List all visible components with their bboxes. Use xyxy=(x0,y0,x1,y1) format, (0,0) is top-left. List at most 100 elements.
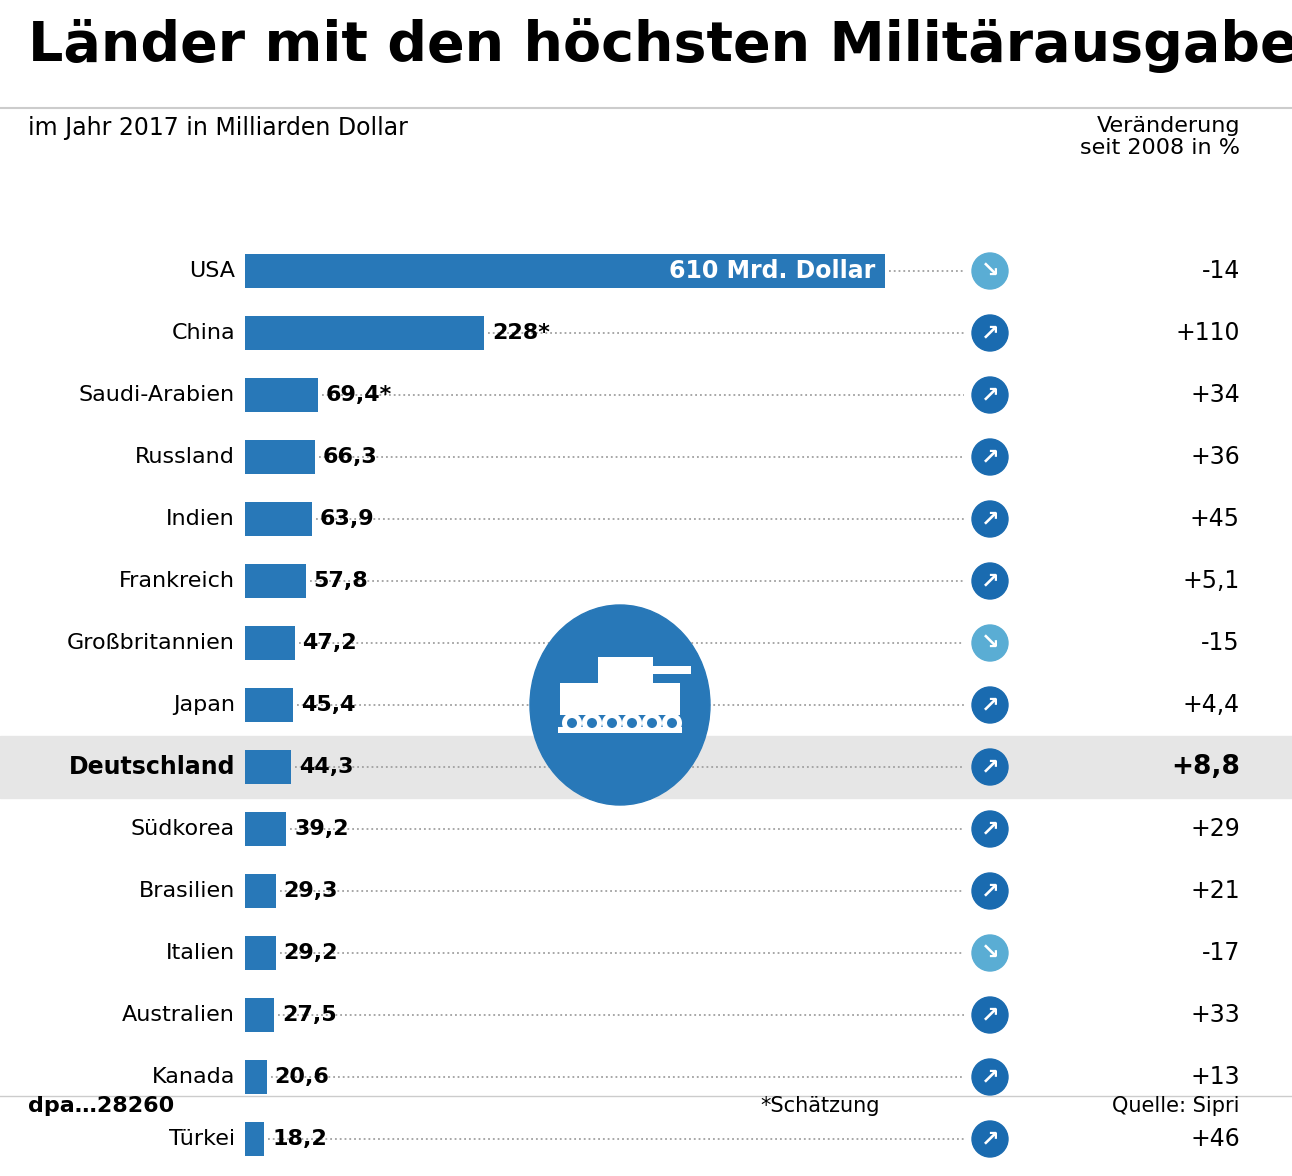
Text: Australien: Australien xyxy=(123,1005,235,1025)
Text: +29: +29 xyxy=(1190,817,1240,841)
Text: 63,9: 63,9 xyxy=(320,509,375,529)
Bar xyxy=(245,564,306,599)
Bar xyxy=(245,626,295,660)
Circle shape xyxy=(972,563,1008,599)
Text: ↗: ↗ xyxy=(981,881,999,901)
Text: +110: +110 xyxy=(1176,321,1240,345)
Bar xyxy=(597,657,652,683)
Text: ↗: ↗ xyxy=(981,1129,999,1149)
Circle shape xyxy=(972,253,1008,289)
Bar xyxy=(245,688,292,722)
Text: USA: USA xyxy=(189,261,235,281)
Circle shape xyxy=(972,439,1008,475)
Circle shape xyxy=(972,1121,1008,1157)
Text: Quelle: Sipri: Quelle: Sipri xyxy=(1112,1096,1240,1116)
Text: 29,2: 29,2 xyxy=(284,943,339,963)
Circle shape xyxy=(602,713,621,733)
Text: ↗: ↗ xyxy=(981,385,999,405)
Text: Türkei: Türkei xyxy=(169,1129,235,1149)
Text: Brasilien: Brasilien xyxy=(138,881,235,901)
Circle shape xyxy=(972,997,1008,1033)
Bar xyxy=(245,936,275,970)
Text: +13: +13 xyxy=(1190,1065,1240,1089)
Ellipse shape xyxy=(530,604,711,806)
Bar xyxy=(245,750,292,784)
Text: 57,8: 57,8 xyxy=(314,572,368,592)
Circle shape xyxy=(587,719,597,728)
Text: Veränderung: Veränderung xyxy=(1097,116,1240,136)
Circle shape xyxy=(667,719,677,728)
Text: 20,6: 20,6 xyxy=(275,1067,329,1087)
Text: Südkorea: Südkorea xyxy=(130,818,235,838)
Circle shape xyxy=(627,719,637,728)
Bar xyxy=(245,1060,266,1094)
Text: 66,3: 66,3 xyxy=(323,447,377,467)
Bar xyxy=(245,1122,264,1156)
Text: ↗: ↗ xyxy=(981,323,999,343)
Circle shape xyxy=(662,713,682,733)
Text: 45,4: 45,4 xyxy=(301,695,355,715)
Text: ↗: ↗ xyxy=(981,447,999,467)
Circle shape xyxy=(621,713,642,733)
Text: 18,2: 18,2 xyxy=(273,1129,327,1149)
Text: ↗: ↗ xyxy=(981,572,999,592)
Text: ↘: ↘ xyxy=(981,261,999,281)
Bar xyxy=(652,666,690,674)
Bar xyxy=(245,316,484,350)
Circle shape xyxy=(642,713,662,733)
Text: 39,2: 39,2 xyxy=(295,818,349,838)
Text: +5,1: +5,1 xyxy=(1182,569,1240,593)
Text: Kanada: Kanada xyxy=(151,1067,235,1087)
Circle shape xyxy=(567,719,578,728)
Text: Japan: Japan xyxy=(173,695,235,715)
Bar xyxy=(245,502,313,536)
Text: Frankreich: Frankreich xyxy=(119,572,235,592)
Text: dpa…28260: dpa…28260 xyxy=(28,1096,174,1116)
Bar xyxy=(245,440,314,474)
Bar xyxy=(559,683,680,715)
Bar xyxy=(245,377,318,412)
Text: -17: -17 xyxy=(1202,941,1240,965)
Text: im Jahr 2017 in Milliarden Dollar: im Jahr 2017 in Milliarden Dollar xyxy=(28,116,408,140)
Circle shape xyxy=(972,315,1008,350)
Bar xyxy=(558,727,682,733)
Text: ↗: ↗ xyxy=(981,509,999,529)
Text: *Schätzung: *Schätzung xyxy=(760,1096,880,1116)
Text: 610 Mrd. Dollar: 610 Mrd. Dollar xyxy=(669,259,875,283)
Circle shape xyxy=(972,687,1008,723)
Circle shape xyxy=(972,749,1008,786)
Circle shape xyxy=(562,713,581,733)
Text: 29,3: 29,3 xyxy=(284,881,339,901)
Text: ↗: ↗ xyxy=(981,1005,999,1025)
Text: 69,4*: 69,4* xyxy=(326,385,391,405)
Text: Großbritannien: Großbritannien xyxy=(67,633,235,653)
Circle shape xyxy=(972,873,1008,909)
Text: +33: +33 xyxy=(1190,1003,1240,1027)
Text: 27,5: 27,5 xyxy=(282,1005,336,1025)
Text: +46: +46 xyxy=(1190,1127,1240,1151)
Circle shape xyxy=(607,719,618,728)
Text: 228*: 228* xyxy=(492,323,550,343)
Text: -14: -14 xyxy=(1202,259,1240,283)
Circle shape xyxy=(972,1060,1008,1095)
Text: 44,3: 44,3 xyxy=(300,757,354,777)
Bar xyxy=(245,811,286,846)
Text: ↘: ↘ xyxy=(981,633,999,653)
Circle shape xyxy=(972,811,1008,847)
Text: ↗: ↗ xyxy=(981,1067,999,1087)
Text: Länder mit den höchsten Militärausgaben: Länder mit den höchsten Militärausgaben xyxy=(28,18,1292,73)
Text: ↘: ↘ xyxy=(981,943,999,963)
Circle shape xyxy=(972,624,1008,661)
Bar xyxy=(245,998,274,1033)
Text: ↗: ↗ xyxy=(981,818,999,838)
Text: +8,8: +8,8 xyxy=(1171,754,1240,780)
Text: Deutschland: Deutschland xyxy=(68,755,235,779)
Bar xyxy=(245,874,275,908)
Text: +4,4: +4,4 xyxy=(1183,693,1240,717)
Text: Italien: Italien xyxy=(165,943,235,963)
Text: 47,2: 47,2 xyxy=(302,633,357,653)
Text: +36: +36 xyxy=(1190,445,1240,469)
Text: ↗: ↗ xyxy=(981,757,999,777)
Text: ↗: ↗ xyxy=(981,695,999,715)
Circle shape xyxy=(972,501,1008,537)
